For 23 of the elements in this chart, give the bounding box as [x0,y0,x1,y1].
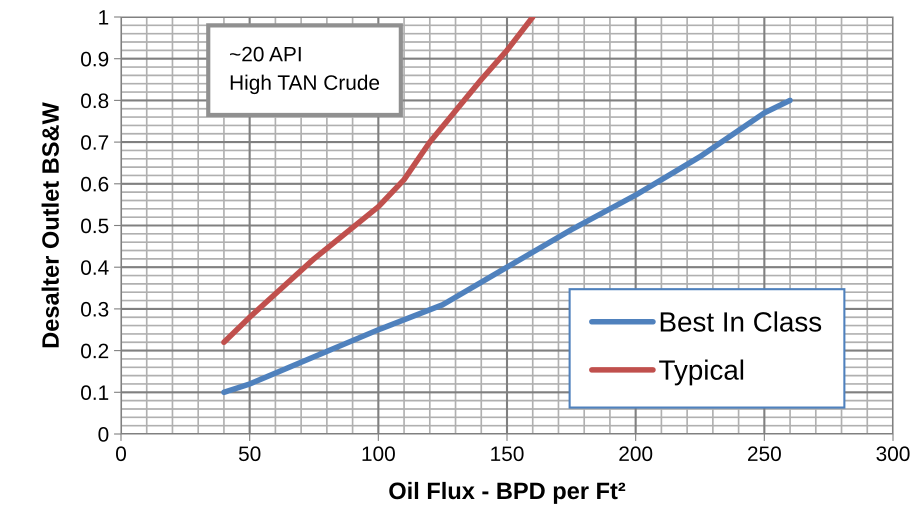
y-tick-label: 0.1 [81,385,108,400]
legend-label: Typical [659,359,744,386]
x-tick-label: 0 [116,446,126,462]
y-tick-label: 0.4 [81,260,109,275]
x-tick-label: 150 [491,446,524,462]
y-tick-label: 1 [99,10,108,25]
annotation: ~20 API High TAN Crude [230,46,380,94]
x-tick-label: 200 [619,446,652,462]
y-tick-label: 0.6 [81,176,108,192]
x-tick-label: 100 [362,446,395,462]
x-tick-label: 300 [876,446,910,462]
y-tick-label: 0.8 [81,93,108,108]
legend-label: Best In Class [660,311,822,332]
y-tick-label: 0.2 [81,344,108,358]
y-tick-label: 0.3 [81,302,108,317]
y-axis-title: Desalter Outlet BS&W [42,102,59,348]
y-tick-label: 0 [98,427,108,442]
x-tick-label: 50 [238,446,260,462]
x-tick-label: 250 [748,446,781,462]
y-tick-label: 0.9 [81,52,108,66]
y-tick-label: 0.5 [81,218,108,234]
x-axis-title: Oil Flux - BPD per Ft² [389,482,626,504]
y-tick-label: 0.7 [81,135,108,150]
